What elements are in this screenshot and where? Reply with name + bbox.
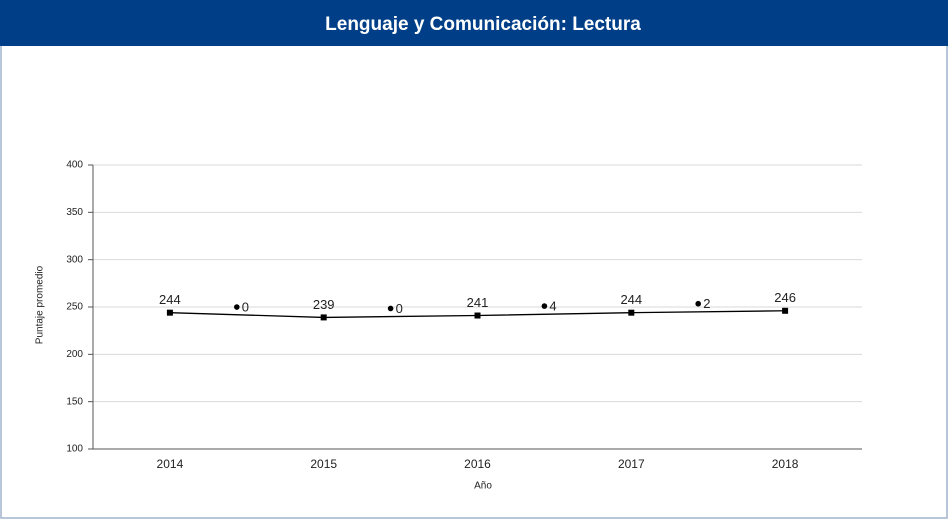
annotation: 4	[549, 299, 556, 314]
point	[628, 309, 635, 316]
annotation: 2	[703, 296, 710, 311]
header-bar	[0, 0, 948, 46]
point	[166, 309, 173, 316]
annotation: 0	[396, 301, 403, 316]
y-tick-label: 350	[66, 207, 83, 218]
data-label: 244	[159, 292, 181, 307]
annotation-dot	[387, 305, 394, 312]
annotation: 0	[242, 299, 249, 314]
x-axis-title: Año	[474, 481, 492, 492]
y-tick-label: 100	[66, 444, 83, 455]
annotation-dot	[234, 304, 240, 310]
y-axis-title: Puntaje promedio	[35, 265, 46, 344]
point	[782, 307, 789, 314]
annotation-dot	[695, 300, 701, 307]
data-label: 241	[467, 295, 489, 310]
y-tick-label: 150	[66, 396, 83, 407]
x-tick-label: 2016	[464, 457, 491, 471]
point	[320, 314, 327, 321]
point	[474, 312, 481, 319]
annotation-dot	[541, 303, 548, 309]
y-tick-label: 250	[66, 302, 83, 313]
x-tick-label: 2018	[772, 457, 799, 471]
data-label: 239	[313, 297, 335, 312]
y-tick-label: 300	[66, 254, 83, 265]
chart-title: Lenguaje y Comunicación: Lectura	[325, 14, 641, 35]
x-tick-label: 2017	[618, 457, 645, 471]
x-tick-label: 2015	[310, 457, 337, 471]
data-label: 246	[774, 290, 796, 305]
x-tick-label: 2014	[157, 457, 184, 471]
data-label: 244	[620, 292, 642, 307]
y-tick-label: 400	[66, 160, 83, 171]
y-tick-label: 200	[66, 349, 83, 360]
